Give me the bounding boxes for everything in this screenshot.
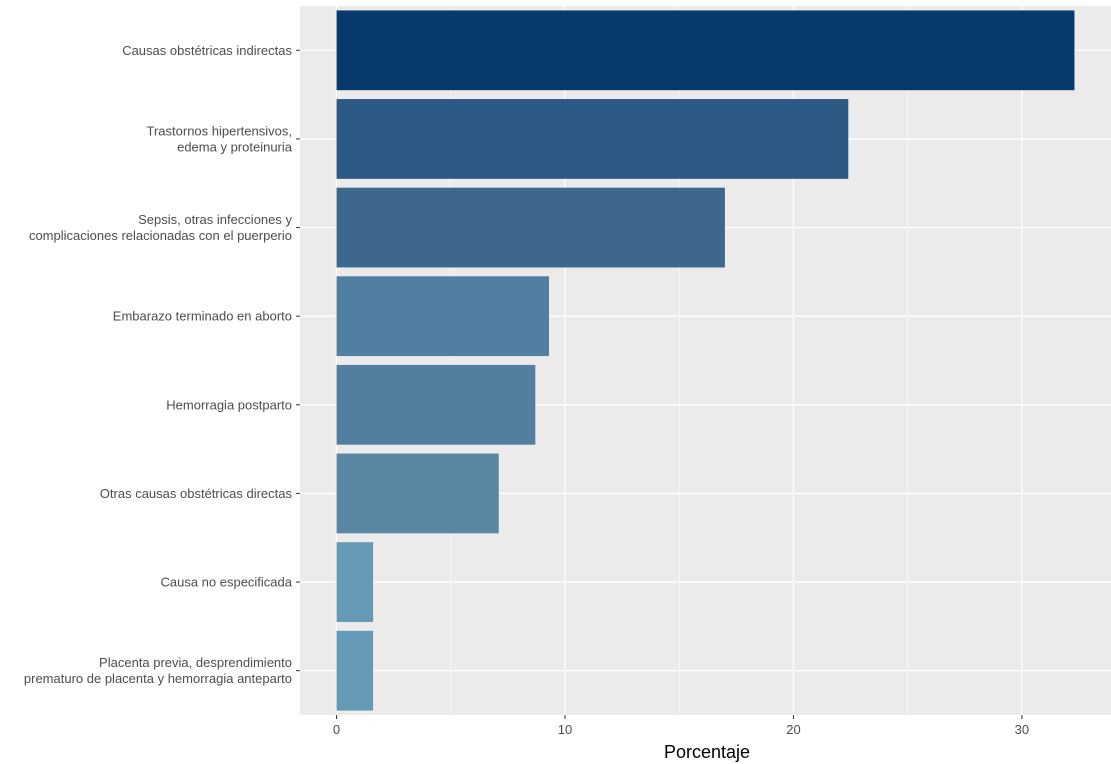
y-tick-label-line: Causas obstétricas indirectas xyxy=(122,43,292,58)
y-tick-label: Embarazo terminado en aborto xyxy=(113,309,292,324)
bar xyxy=(336,364,536,445)
x-tick-label: 30 xyxy=(1015,722,1029,737)
y-tick-label: Placenta previa, desprendimiento prematur… xyxy=(24,655,292,686)
x-tick-label: 0 xyxy=(333,722,340,737)
y-tick-label: Causa no especificada xyxy=(160,575,292,590)
x-axis-title: Porcentaje xyxy=(664,742,750,762)
y-tick-label: Otras causas obstétricas directas xyxy=(100,486,293,501)
y-tick-label-line: Placenta previa, desprendimiento xyxy=(99,655,292,670)
y-tick-label: Hemorragia postparto xyxy=(166,397,292,412)
bar xyxy=(336,630,374,711)
y-tick-label-line: Embarazo terminado en aborto xyxy=(113,309,292,324)
x-tick-label: 20 xyxy=(786,722,800,737)
y-tick-label-line: prematuro de placenta y hemorragia antep… xyxy=(24,671,292,686)
bar xyxy=(336,453,499,534)
y-tick-label-line: Causa no especificada xyxy=(160,575,292,590)
bars xyxy=(336,10,1075,711)
y-tick-label-line: Trastornos hipertensivos, xyxy=(147,123,292,138)
y-axis: Causas obstétricas indirectas Trastornos … xyxy=(24,43,300,686)
bar xyxy=(336,99,849,179)
y-tick-label: Sepsis, otras infecciones y complicacione… xyxy=(29,212,293,243)
y-tick-label-line: Otras causas obstétricas directas xyxy=(100,486,293,501)
x-axis: 0 10 20 30 xyxy=(333,715,1029,737)
y-tick-label-line: Hemorragia postparto xyxy=(166,397,292,412)
y-tick-label-line: Sepsis, otras infecciones y xyxy=(138,212,292,227)
bar xyxy=(336,187,725,268)
y-tick-label: Trastornos hipertensivos, edema y protein… xyxy=(147,123,293,154)
bar xyxy=(336,10,1075,91)
x-tick-label: 10 xyxy=(558,722,572,737)
y-tick-label: Causas obstétricas indirectas xyxy=(122,43,292,58)
y-tick-label-line: complicaciones relacionadas con el puerp… xyxy=(29,228,292,243)
bar xyxy=(336,276,550,357)
bar xyxy=(336,542,374,622)
y-tick-label-line: edema y proteinuria xyxy=(177,139,293,154)
